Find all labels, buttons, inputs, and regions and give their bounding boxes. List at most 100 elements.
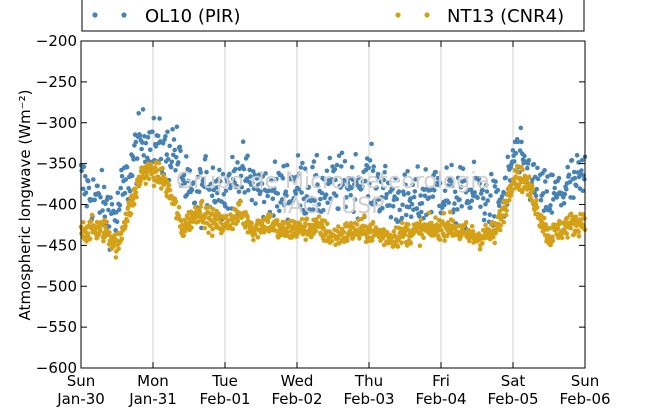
data-point [390, 204, 396, 209]
data-point [119, 236, 125, 242]
data-point [137, 133, 143, 139]
data-point [89, 212, 95, 218]
data-point [530, 183, 535, 189]
data-point [561, 201, 567, 206]
data-point [427, 195, 432, 200]
data-point [422, 193, 428, 199]
data-point [265, 193, 271, 199]
data-point [245, 153, 250, 159]
data-point [187, 168, 193, 173]
data-point [400, 202, 405, 208]
data-point [444, 165, 449, 170]
data-point [181, 172, 187, 178]
data-point [349, 185, 354, 191]
data-point [145, 135, 151, 140]
data-point [564, 186, 569, 192]
data-point [221, 192, 227, 197]
data-point [333, 177, 338, 183]
data-point [170, 127, 175, 132]
data-point [228, 182, 234, 188]
data-point [283, 189, 289, 194]
data-point [282, 203, 287, 208]
data-point [199, 225, 204, 231]
data-point [133, 190, 139, 195]
data-point [505, 154, 511, 160]
data-point [339, 150, 345, 156]
data-point [227, 171, 232, 177]
data-point [526, 174, 532, 180]
x-tick-label-day: Sun [67, 372, 96, 390]
data-point [437, 180, 443, 186]
data-point [241, 166, 247, 172]
legend-label-ol10: OL10 (PIR) [145, 6, 241, 27]
data-point [404, 243, 410, 248]
data-point [155, 133, 161, 139]
data-point [299, 190, 304, 195]
data-point [544, 189, 550, 194]
data-point [235, 160, 240, 165]
data-point [210, 207, 216, 212]
data-point [421, 235, 426, 240]
data-point [530, 177, 535, 183]
data-point [295, 153, 301, 158]
data-point [442, 238, 448, 243]
data-point [280, 176, 286, 181]
data-point [300, 160, 305, 166]
data-point [573, 214, 579, 220]
data-point [481, 217, 487, 223]
data-point [251, 169, 256, 174]
data-point [410, 182, 416, 188]
data-point [189, 187, 195, 193]
data-point [207, 204, 212, 210]
data-point [265, 219, 271, 225]
data-point [333, 193, 339, 199]
data-point [314, 152, 320, 158]
data-point [86, 185, 92, 191]
data-point [176, 160, 181, 165]
data-point [426, 210, 432, 216]
data-point [580, 212, 586, 217]
series-nt13 [78, 160, 588, 260]
data-point [84, 203, 90, 209]
data-point [254, 176, 260, 181]
legend-marker-nt13-2 [424, 12, 430, 18]
data-point [198, 204, 203, 209]
data-point [534, 197, 539, 203]
x-tick-label-date: Feb-01 [199, 390, 250, 408]
data-point [239, 185, 245, 190]
data-point [478, 204, 483, 210]
data-point [469, 198, 475, 203]
data-point [540, 191, 546, 196]
data-point [291, 195, 297, 201]
data-point [397, 207, 403, 213]
data-point [304, 194, 310, 199]
data-point [124, 165, 130, 170]
data-point [118, 185, 123, 191]
data-point [140, 107, 146, 112]
data-point [526, 158, 532, 163]
legend-marker-ol10-1 [92, 12, 98, 18]
data-point [167, 187, 173, 193]
data-point [305, 198, 310, 203]
data-point [224, 213, 229, 219]
data-point [325, 221, 330, 227]
data-point [535, 205, 540, 210]
data-point [384, 191, 390, 197]
data-point [191, 180, 196, 185]
data-point [371, 164, 377, 169]
data-point [101, 184, 107, 190]
data-point [325, 200, 330, 206]
data-point [476, 176, 482, 181]
data-point [352, 197, 358, 202]
data-point [321, 177, 327, 182]
data-point [362, 178, 368, 184]
data-point [419, 209, 424, 215]
data-point [103, 201, 108, 207]
data-point [102, 234, 108, 240]
data-point [554, 195, 560, 200]
data-point [417, 243, 423, 248]
data-point [394, 196, 400, 202]
data-point [136, 111, 141, 116]
data-point [562, 191, 568, 197]
